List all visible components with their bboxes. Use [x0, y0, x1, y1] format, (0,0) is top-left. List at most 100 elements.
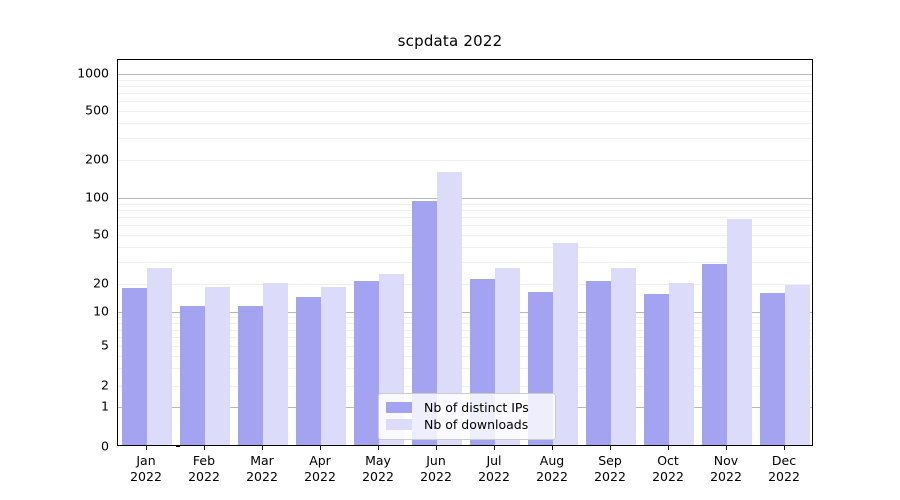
- y-axis-tick-label: 500: [85, 102, 109, 118]
- x-axis-tick-label: Mar 2022: [222, 453, 302, 485]
- chart-title: scpdata 2022: [397, 32, 503, 50]
- bar-downloads: [669, 282, 694, 445]
- legend-swatch-icon: [386, 402, 412, 413]
- x-axis-tick-mark: [320, 446, 321, 450]
- bar-distinct-ips: [760, 293, 785, 445]
- gridline-major: [118, 312, 812, 313]
- gridline-minor: [118, 368, 812, 370]
- x-axis-tick-label-month: May: [365, 453, 391, 468]
- x-axis-tick-label-month: Apr: [309, 453, 331, 468]
- bar-downloads: [263, 282, 288, 445]
- gridline-minor: [118, 203, 812, 205]
- x-axis-tick-label-month: Mar: [250, 453, 274, 468]
- bar-distinct-ips: [586, 281, 611, 445]
- legend-item: Nb of downloads: [386, 416, 548, 433]
- x-axis-tick-label: Jun 2022: [396, 453, 476, 485]
- bar-distinct-ips: [354, 281, 379, 445]
- gridline-minor: [118, 225, 812, 227]
- gridline-minor: [118, 386, 812, 387]
- x-axis-tick-mark: [494, 446, 495, 450]
- y-axis-tick-label: 10: [93, 303, 109, 319]
- bar-downloads: [321, 287, 346, 445]
- x-axis-tick-label: Sep 2022: [570, 453, 650, 485]
- gridline-minor: [118, 111, 812, 112]
- gridline-minor: [118, 85, 812, 87]
- bar-distinct-ips: [238, 306, 263, 445]
- y-axis-tick-label: 1: [101, 398, 109, 414]
- plot-area: [117, 59, 813, 446]
- y-axis-tick-labels: 0 1 2 5 10 20 50 100 200 500 1000: [63, 59, 180, 454]
- y-axis-tick-label: 50: [93, 226, 109, 242]
- bar-distinct-ips: [702, 264, 727, 445]
- legend-item-label: Nb of distinct IPs: [424, 400, 529, 415]
- x-axis-tick-label-year: 2022: [652, 469, 684, 484]
- x-axis-tick-label: Apr 2022: [280, 453, 360, 485]
- bar-distinct-ips: [296, 297, 321, 445]
- gridline-minor: [118, 337, 812, 339]
- x-axis-tick-label: Feb 2022: [164, 453, 244, 485]
- x-axis-tick-label-year: 2022: [536, 469, 568, 484]
- bar-distinct-ips: [644, 294, 669, 445]
- gridline-major: [118, 198, 812, 199]
- x-axis-tick-label-year: 2022: [478, 469, 510, 484]
- bar-downloads: [785, 285, 810, 445]
- x-axis-tick-label: Nov 2022: [686, 453, 766, 485]
- gridline-major: [118, 74, 812, 75]
- x-axis-tick-label: Aug 2022: [512, 453, 592, 485]
- x-axis-tick-label: May 2022: [338, 453, 418, 485]
- gridline-minor: [118, 355, 812, 357]
- y-axis-tick-label: 1000: [77, 65, 109, 81]
- x-axis-tick-mark: [204, 446, 205, 450]
- gridline-minor: [118, 322, 812, 324]
- bar-distinct-ips: [122, 288, 147, 445]
- x-axis-tick-label-year: 2022: [246, 469, 278, 484]
- x-axis-tick-label-month: Feb: [192, 453, 216, 468]
- gridline-minor: [118, 284, 812, 285]
- legend-item-label: Nb of downloads: [424, 417, 529, 432]
- bar-downloads: [147, 268, 172, 445]
- gridline-minor: [118, 317, 812, 319]
- x-axis-tick-label-month: Jan: [136, 453, 156, 468]
- x-axis-tick-label-month: Dec: [771, 453, 797, 468]
- gridline-minor: [118, 217, 812, 218]
- x-axis-tick-label: Dec 2022: [744, 453, 824, 485]
- bar-downloads: [611, 268, 636, 445]
- gridline-minor: [118, 79, 812, 81]
- x-axis-tick-mark: [610, 446, 611, 450]
- y-axis-tick-label: 2: [101, 377, 109, 393]
- gridline-minor: [118, 262, 812, 264]
- x-axis-tick-mark: [668, 446, 669, 450]
- x-axis-tick-mark: [726, 446, 727, 450]
- x-axis-tick-label-month: Jul: [486, 453, 502, 468]
- bar-distinct-ips: [180, 306, 205, 445]
- bar-downloads: [727, 218, 752, 445]
- gridline-minor: [118, 329, 812, 331]
- y-axis-tick-label: 200: [85, 151, 109, 167]
- y-axis-tick-label: 0: [101, 438, 109, 454]
- gridline-minor: [118, 235, 812, 236]
- gridline-minor: [118, 346, 812, 347]
- x-axis-tick-label-month: Jun: [426, 453, 446, 468]
- chart-legend: Nb of distinct IPs Nb of downloads: [378, 393, 556, 440]
- y-axis-tick-label: 100: [85, 189, 109, 205]
- y-axis-tick-label: 20: [93, 275, 109, 291]
- x-axis-tick-mark: [436, 446, 437, 450]
- gridline-minor: [118, 160, 812, 161]
- x-axis-tick-label-month: Nov: [713, 453, 739, 468]
- gridline-minor: [118, 122, 812, 124]
- x-axis-tick-mark: [552, 446, 553, 450]
- x-axis-tick-label-year: 2022: [594, 469, 626, 484]
- x-axis-tick-label-month: Sep: [598, 453, 622, 468]
- x-axis-tick-mark: [146, 446, 147, 450]
- x-axis-tick-label-year: 2022: [420, 469, 452, 484]
- y-axis-tick-label: 5: [101, 337, 109, 353]
- gridline-minor: [118, 138, 812, 140]
- x-axis-tick-label: Jul 2022: [454, 453, 534, 485]
- x-axis-tick-label-year: 2022: [362, 469, 394, 484]
- x-axis-tick-label-year: 2022: [188, 469, 220, 484]
- gridline-minor: [118, 93, 812, 94]
- x-axis-tick-label: Oct 2022: [628, 453, 708, 485]
- bar-downloads: [553, 243, 578, 445]
- gridline-minor: [118, 246, 812, 248]
